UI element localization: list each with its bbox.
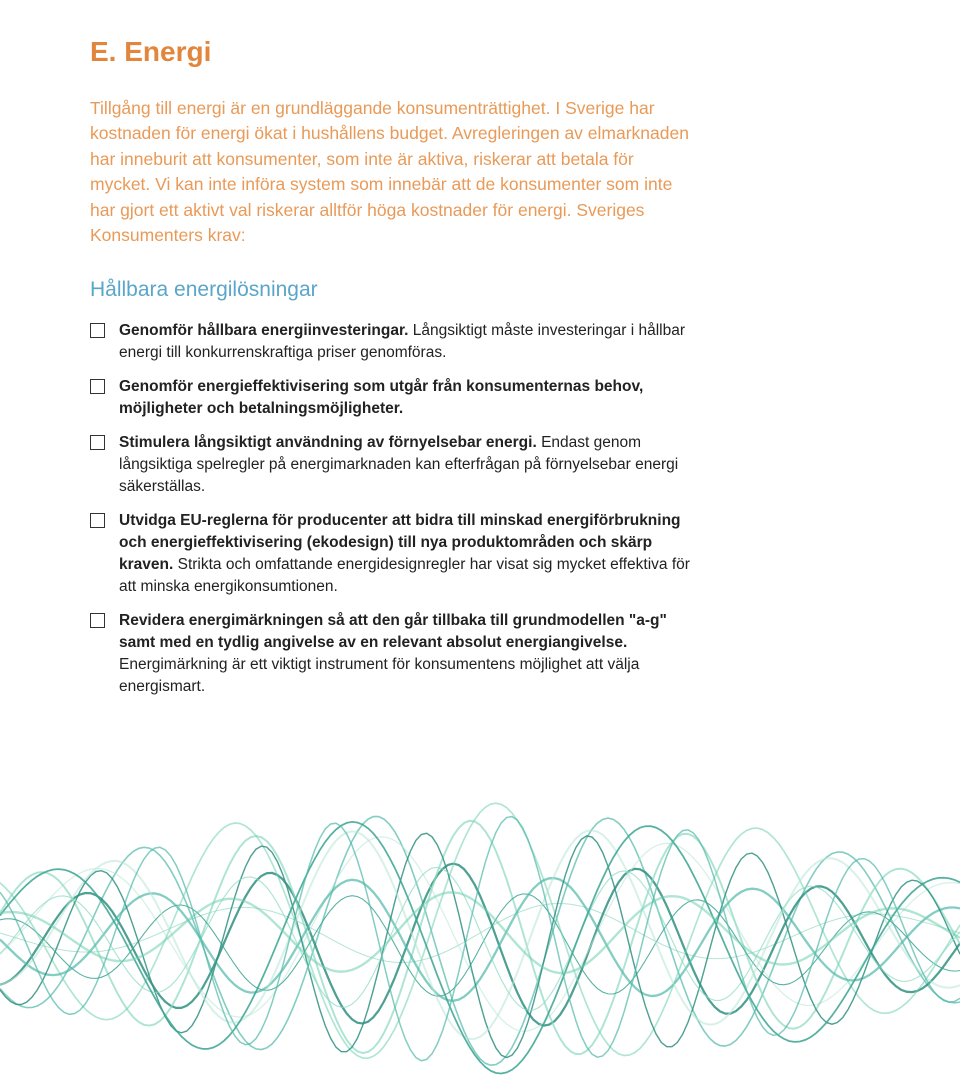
wave-line [0,817,960,1066]
item-rest: Strikta och omfattande energidesignregle… [119,556,690,595]
item-bold: Revidera energimärkningen så att den går… [119,612,667,651]
section-title: E. Energi [90,36,690,68]
wave-line [0,894,960,996]
list-item: Genomför energieffektivisering som utgår… [90,376,690,420]
item-rest: Energimärkning är ett viktigt instrument… [119,656,639,695]
wave-line [0,864,960,1026]
list-item: Genomför hållbara energiinvesteringar. L… [90,320,690,364]
wave-line [0,817,960,1061]
item-text: Utvidga EU-reglerna för producenter att … [119,510,690,598]
sub-heading: Hållbara energilösningar [90,278,690,302]
item-bold: Stimulera långsiktigt användning av förn… [119,434,537,451]
item-bold: Genomför hållbara energiinvesteringar. [119,322,408,339]
list-item: Revidera energimärkningen så att den går… [90,610,690,698]
item-list: Genomför hållbara energiinvesteringar. L… [90,320,690,698]
wave-line [0,878,960,1001]
wave-line [0,830,960,1039]
wave-line [0,833,960,1057]
wave-line [0,821,960,1054]
intro-paragraph: Tillgång till energi är en grundläggande… [90,96,690,248]
list-item: Stimulera långsiktigt användning av förn… [90,432,690,498]
checkbox-icon [90,435,105,450]
item-bold: Genomför energieffektivisering som utgår… [119,378,643,417]
wave-line [0,867,960,1010]
wave-graphic [0,719,960,1079]
item-text: Genomför hållbara energiinvesteringar. L… [119,320,690,364]
wave-line [0,892,960,973]
wave-line [0,803,960,1058]
wave-line [0,904,960,963]
item-text: Revidera energimärkningen så att den går… [119,610,690,698]
list-item: Utvidga EU-reglerna för producenter att … [90,510,690,598]
checkbox-icon [90,379,105,394]
wave-line [0,837,960,1031]
item-text: Stimulera långsiktigt användning av förn… [119,432,690,498]
checkbox-icon [90,613,105,628]
checkbox-icon [90,323,105,338]
wave-line [0,822,960,1074]
item-text: Genomför energieffektivisering som utgår… [119,376,690,420]
checkbox-icon [90,513,105,528]
